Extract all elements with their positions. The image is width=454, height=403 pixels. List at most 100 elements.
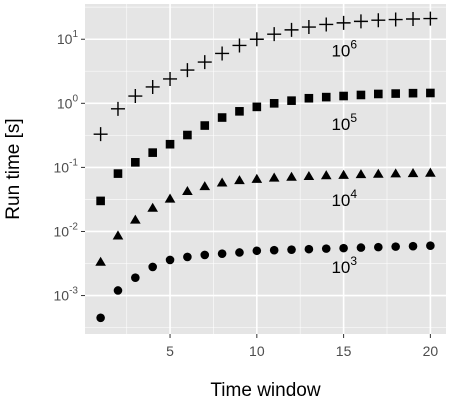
data-point-triangle (390, 168, 401, 178)
data-point-circle (408, 241, 418, 251)
data-point-triangle (372, 168, 384, 178)
series-plus (93, 11, 438, 142)
series-circle (96, 241, 435, 323)
y-tick-label: 10-1 (54, 157, 79, 175)
data-point-triangle (251, 173, 263, 183)
data-point-circle (304, 244, 314, 254)
data-point-circle (356, 243, 366, 252)
data-point-triangle (147, 202, 159, 212)
data-point-circle (235, 248, 244, 257)
data-point-circle (426, 241, 435, 250)
y-tick-label: 100 (57, 93, 79, 111)
data-point-plus (232, 38, 247, 53)
x-axis-title: Time window (210, 380, 320, 401)
data-point-circle (200, 250, 210, 260)
plot-panel (85, 4, 446, 334)
data-point-square (304, 93, 314, 103)
data-point-circle (321, 244, 331, 253)
x-tick-label: 15 (336, 343, 352, 359)
data-point-triangle (286, 171, 297, 181)
series-label: 106 (331, 38, 357, 61)
data-point-plus (110, 101, 125, 116)
data-point-triangle (338, 169, 349, 179)
data-marks (93, 11, 438, 323)
data-point-square (339, 91, 348, 101)
y-axis: 10-3 10-2 10-1 100 101 (54, 29, 85, 304)
series-square (96, 88, 435, 206)
series-label: 103 (331, 254, 357, 277)
data-point-square (426, 88, 435, 98)
data-point-plus (249, 32, 264, 47)
data-point-triangle (216, 177, 228, 187)
x-tick-label: 5 (166, 343, 174, 359)
series-label: 105 (331, 111, 357, 134)
data-point-square (391, 89, 400, 98)
data-point-plus (180, 63, 195, 78)
data-point-square (96, 196, 105, 206)
series-triangle (95, 167, 436, 266)
data-point-square (321, 92, 331, 102)
data-point-square (252, 102, 262, 112)
data-point-circle (269, 245, 279, 255)
data-point-square (287, 96, 296, 105)
data-point-triangle (164, 193, 176, 203)
data-point-square (217, 113, 227, 122)
data-point-square (408, 88, 418, 98)
data-point-circle (391, 242, 400, 251)
data-point-circle (148, 262, 157, 272)
data-point-plus (145, 79, 160, 94)
y-tick-label: 10-3 (54, 286, 79, 304)
data-point-triangle (199, 181, 211, 191)
data-point-triangle (425, 167, 436, 177)
data-point-circle (183, 252, 192, 262)
data-point-triangle (182, 185, 193, 196)
data-point-square (200, 121, 210, 130)
grid-minor (85, 4, 446, 334)
y-tick-label: 101 (57, 29, 79, 47)
x-tick-label: 20 (423, 343, 439, 359)
data-point-plus (423, 11, 438, 26)
data-point-circle (374, 242, 383, 252)
data-point-triangle (407, 168, 419, 178)
data-point-triangle (112, 230, 124, 240)
data-point-plus (319, 17, 334, 32)
data-point-circle (96, 313, 105, 323)
data-point-plus (267, 27, 282, 42)
data-point-circle (287, 245, 296, 254)
data-point-square (113, 169, 123, 178)
data-point-plus (388, 12, 403, 27)
data-point-circle (131, 273, 140, 282)
data-point-square (269, 99, 279, 108)
data-point-square (148, 148, 157, 157)
data-point-plus (197, 55, 212, 70)
data-point-triangle (303, 170, 315, 181)
data-point-square (183, 130, 192, 140)
data-point-triangle (355, 169, 367, 179)
data-point-square (235, 107, 244, 116)
data-point-triangle (130, 214, 141, 224)
data-point-plus (406, 11, 421, 26)
data-point-plus (163, 71, 178, 86)
data-point-plus (336, 15, 351, 30)
data-point-triangle (320, 170, 332, 180)
data-point-plus (128, 89, 143, 104)
data-point-square (131, 158, 140, 167)
data-point-triangle (234, 175, 245, 185)
data-point-plus (215, 46, 230, 61)
series-labels: 103 104 105 106 (331, 38, 357, 278)
data-point-plus (371, 13, 386, 28)
data-point-triangle (268, 172, 280, 182)
data-point-square (165, 139, 175, 149)
data-point-plus (353, 14, 368, 29)
data-point-circle (113, 286, 123, 295)
y-axis-title: Run time [s] (3, 118, 24, 219)
data-point-square (356, 90, 366, 100)
data-point-plus (301, 20, 316, 35)
data-point-circle (165, 255, 175, 265)
data-point-triangle (95, 256, 106, 266)
y-tick-label: 10-2 (54, 221, 79, 239)
series-label: 104 (331, 187, 357, 210)
data-point-circle (252, 246, 262, 256)
data-point-circle (217, 249, 227, 258)
